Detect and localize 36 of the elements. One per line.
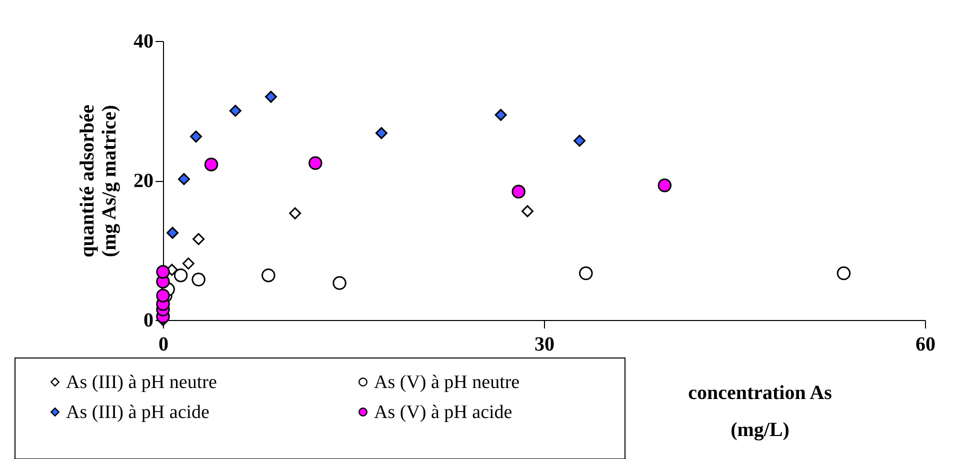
point xyxy=(308,156,322,170)
y-tick-label: 20 xyxy=(134,170,154,192)
point xyxy=(836,266,851,280)
point xyxy=(579,266,593,280)
point xyxy=(182,258,194,270)
point xyxy=(658,178,672,192)
point xyxy=(156,265,170,279)
legend-label: As (III) à pH neutre xyxy=(66,372,217,393)
point xyxy=(375,127,388,140)
point xyxy=(264,90,277,103)
point xyxy=(332,276,346,290)
point xyxy=(521,205,534,218)
point xyxy=(178,173,190,186)
point xyxy=(494,108,507,121)
point xyxy=(192,272,206,286)
point xyxy=(512,184,526,199)
x-tick-label: 30 xyxy=(534,334,554,356)
point xyxy=(574,134,586,147)
y-tick-label: 40 xyxy=(134,30,154,52)
point xyxy=(289,207,302,220)
point xyxy=(204,158,218,172)
point xyxy=(156,288,170,302)
legend-label: As (V) à pH acide xyxy=(374,402,512,423)
legend-label: As (III) à pH acide xyxy=(66,402,210,423)
point xyxy=(190,130,202,143)
point xyxy=(174,268,188,282)
point xyxy=(229,104,242,117)
x-axis-title: concentration As (mg/L) xyxy=(688,382,832,441)
point xyxy=(192,233,205,246)
x-tick-label: 0 xyxy=(158,334,168,356)
x-tick-label: 60 xyxy=(916,334,936,356)
point xyxy=(166,226,179,239)
y-axis-title: quantité adsorbée (mg As/g matrice) xyxy=(76,104,120,258)
y-tick-label: 0 xyxy=(144,310,154,332)
point xyxy=(262,268,276,282)
legend-label: As (V) à pH neutre xyxy=(374,372,520,393)
